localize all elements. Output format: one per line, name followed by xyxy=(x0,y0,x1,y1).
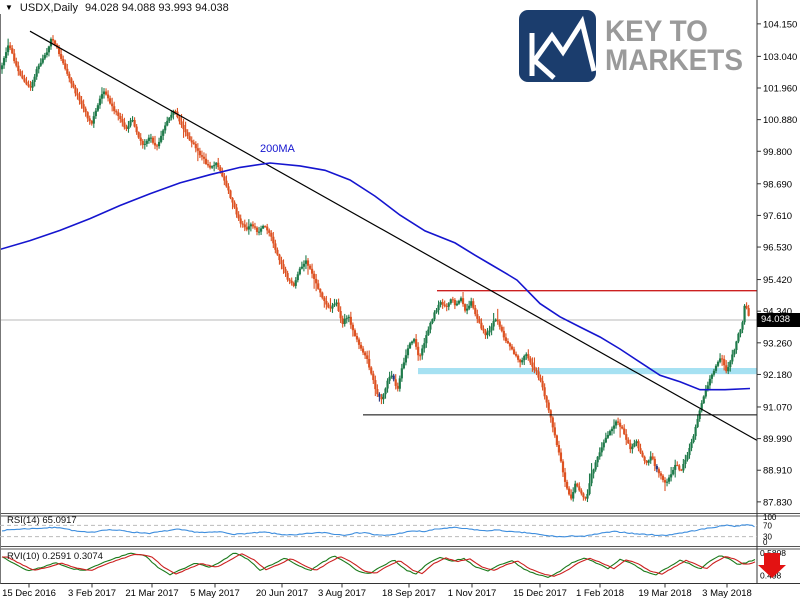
brand-logo-line1: KEY TO xyxy=(605,15,708,48)
symbol-dropdown-icon[interactable]: ▼ xyxy=(5,3,13,12)
date-tick-label: 18 Sep 2017 xyxy=(382,588,436,599)
price-tick-label: 101.960 xyxy=(763,84,797,95)
price-tick-label: 100.880 xyxy=(763,115,797,126)
rvi-pane[interactable]: 0.58080.498 xyxy=(1,548,786,581)
price-tick-label: 89.990 xyxy=(763,434,792,445)
chart-title-bar: ▼ USDX,Daily 94.028 94.088 93.993 94.038 xyxy=(5,1,229,14)
rsi-axis-label: 0 xyxy=(763,538,768,547)
brand-logo-mark xyxy=(519,10,596,82)
price-tick-label: 98.690 xyxy=(763,179,792,190)
price-tick-label: 87.830 xyxy=(763,497,792,508)
price-tick-label: 91.070 xyxy=(763,402,792,413)
date-tick-label: 15 Dec 2016 xyxy=(2,588,56,599)
price-tick-label: 92.180 xyxy=(763,370,792,381)
brand-logo-line2: MARKETS xyxy=(605,44,743,77)
date-tick-label: 3 May 2018 xyxy=(702,588,752,599)
rsi-indicator-name: RSI(14) xyxy=(7,515,40,526)
price-axis[interactable]: 104.150 103.040 101.960 100.880 99.800 98.690… xyxy=(756,0,797,584)
date-tick-label: 3 Aug 2017 xyxy=(318,588,366,599)
rsi-axis-label: 70 xyxy=(763,521,772,530)
candles-layer[interactable] xyxy=(0,35,750,503)
price-tick-label: 96.530 xyxy=(763,243,792,254)
sell-arrow-annotation[interactable] xyxy=(758,553,786,578)
symbol-label: USDX,Daily xyxy=(19,1,78,14)
price-tick-label: 103.040 xyxy=(763,52,797,63)
current-price-tag: 94.038 xyxy=(757,313,800,327)
supply-band[interactable] xyxy=(418,368,757,375)
date-tick-label: 19 Mar 2018 xyxy=(638,588,691,599)
date-tick-label: 1 Nov 2017 xyxy=(448,588,497,599)
price-tick-label: 88.910 xyxy=(763,466,792,477)
price-tick-label: 104.150 xyxy=(763,19,797,30)
rsi-line xyxy=(1,524,755,538)
trendline-object[interactable] xyxy=(29,30,758,441)
ma-200-label[interactable]: 200MA xyxy=(260,143,295,155)
brand-logo-text: KEY TO MARKETS xyxy=(605,15,743,77)
rsi-axis-label: 100 xyxy=(763,513,777,522)
rsi-indicator-value: 65.0917 xyxy=(42,515,77,526)
price-tick-label: 94.340 xyxy=(763,307,792,318)
date-tick-label: 15 Dec 2017 xyxy=(513,588,567,599)
rvi-indicator-values: 0.2591 0.3074 xyxy=(42,551,103,562)
date-tick-label: 21 Mar 2017 xyxy=(125,588,178,599)
ohlc-values: 94.028 94.088 93.993 94.038 xyxy=(85,1,229,14)
price-tick-label: 95.420 xyxy=(763,275,792,286)
rvi-pane-label: RVI(10) 0.2591 0.3074 xyxy=(7,551,103,562)
price-tick-label: 97.610 xyxy=(763,211,792,222)
rsi-axis-label: 30 xyxy=(763,533,772,542)
time-axis[interactable]: 15 Dec 2016 3 Feb 2017 21 Mar 2017 5 May 20… xyxy=(2,583,752,600)
brand-logo: KEY TO MARKETS xyxy=(519,10,753,82)
date-tick-label: 1 Feb 2018 xyxy=(576,588,624,599)
date-tick-label: 5 May 2017 xyxy=(190,588,240,599)
price-tick-label: 93.260 xyxy=(763,338,792,349)
date-tick-label: 20 Jun 2017 xyxy=(256,588,308,599)
rsi-pane-label: RSI(14) 65.0917 xyxy=(7,515,77,526)
rvi-indicator-name: RVI(10) xyxy=(7,551,40,562)
rvi-signal-line xyxy=(1,553,756,577)
date-tick-label: 3 Feb 2017 xyxy=(68,588,116,599)
pane-frames xyxy=(0,14,800,584)
rvi-main-line xyxy=(1,552,756,578)
ma-200-line[interactable] xyxy=(0,162,751,391)
price-tick-label: 99.800 xyxy=(763,147,792,158)
